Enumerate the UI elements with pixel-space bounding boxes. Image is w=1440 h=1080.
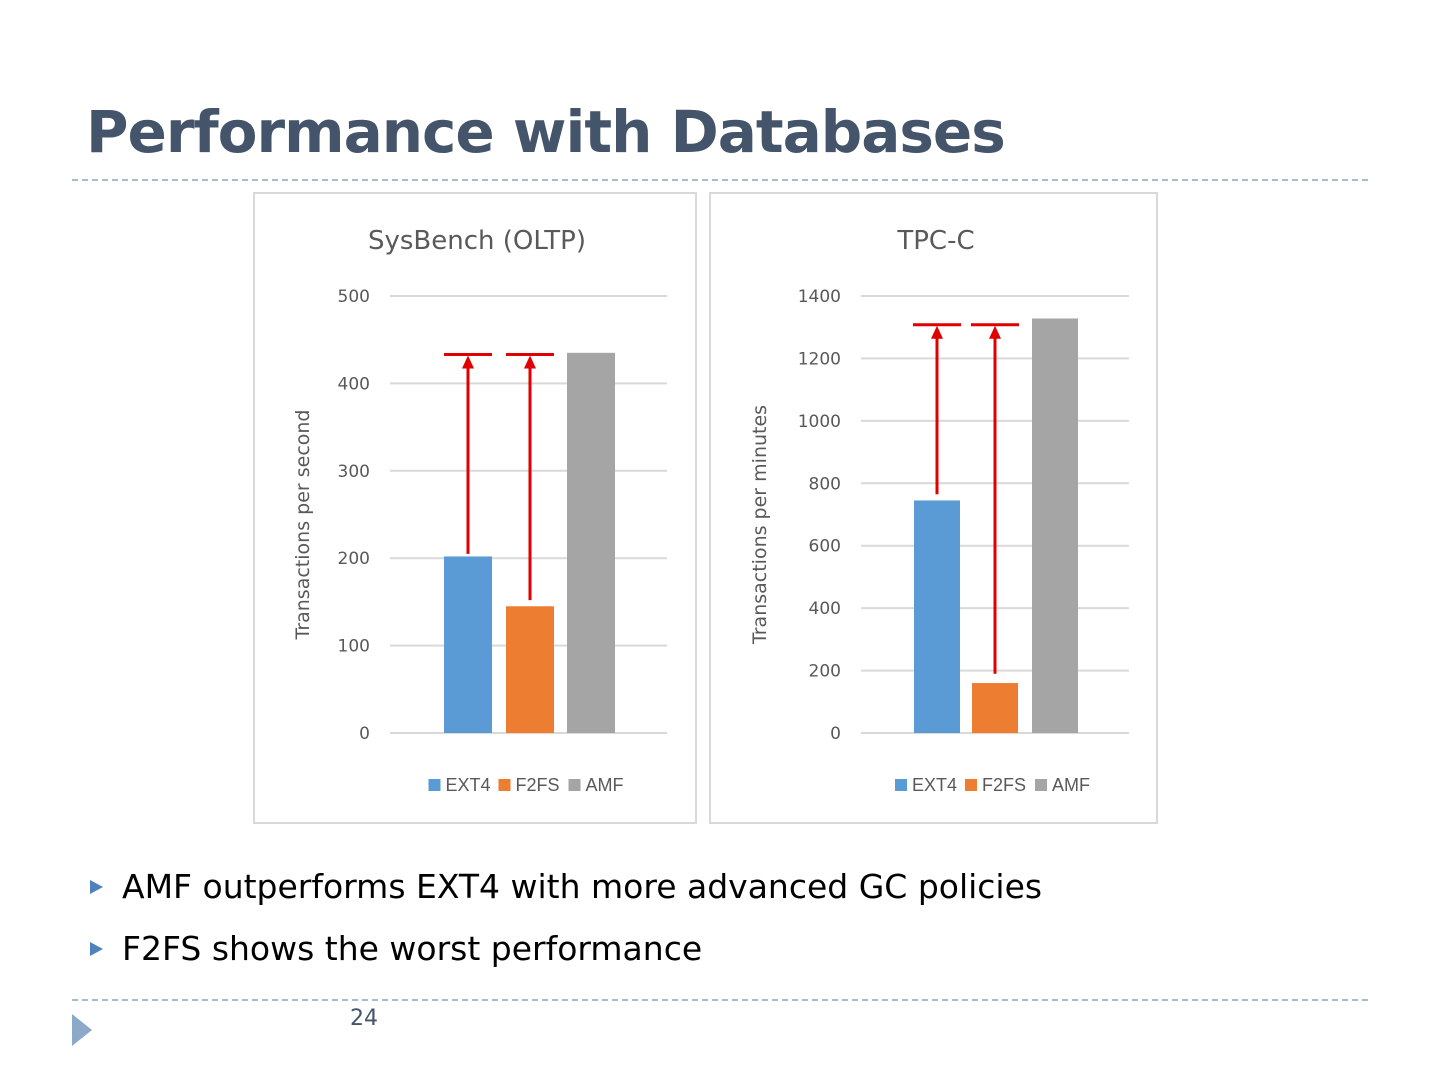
legend-swatch bbox=[568, 779, 581, 791]
legend-label: F2FS bbox=[516, 775, 560, 795]
y-tick-label: 0 bbox=[830, 724, 841, 744]
y-axis-label: Transactions per minutes bbox=[749, 405, 771, 645]
bullet-text: AMF outperforms EXT4 with more advanced … bbox=[122, 867, 1043, 906]
bullet-list: AMF outperforms EXT4 with more advanced … bbox=[88, 862, 1042, 986]
footer-divider bbox=[72, 999, 1368, 1001]
improvement-arrow-head bbox=[524, 355, 536, 369]
chart-legend: EXT4 F2FS AMF bbox=[428, 775, 624, 795]
y-tick-label: 400 bbox=[338, 374, 370, 394]
y-tick-label: 0 bbox=[359, 724, 370, 744]
bar-ext4 bbox=[444, 556, 492, 733]
y-tick-label: 1400 bbox=[798, 287, 841, 307]
title-divider bbox=[72, 179, 1368, 181]
y-tick-label: 600 bbox=[809, 537, 841, 557]
bullet-triangle-icon bbox=[90, 880, 103, 894]
legend-label: F2FS bbox=[982, 775, 1026, 795]
legend-label: AMF bbox=[586, 775, 624, 795]
chart-legend: EXT4 F2FS AMF bbox=[895, 775, 1090, 795]
chart-title: SysBench (OLTP) bbox=[368, 226, 586, 256]
bullet-item: F2FS shows the worst performance bbox=[88, 924, 1042, 986]
bullet-item: AMF outperforms EXT4 with more advanced … bbox=[88, 862, 1042, 924]
slide-title: Performance with Databases bbox=[86, 98, 1006, 166]
improvement-arrow-head bbox=[462, 355, 474, 369]
bar-ext4 bbox=[914, 500, 960, 733]
bar-amf bbox=[567, 352, 615, 733]
legend-swatch bbox=[498, 779, 511, 791]
legend-label: EXT4 bbox=[912, 775, 957, 795]
nav-triangle-icon bbox=[72, 1014, 92, 1046]
y-tick-label: 400 bbox=[809, 599, 841, 619]
sysbench-chart: SysBench (OLTP) 0 100 200 300 400 500 Transacti… bbox=[253, 192, 697, 824]
legend-swatch bbox=[895, 779, 907, 791]
bar-f2fs bbox=[506, 606, 554, 733]
chart-svg: SysBench (OLTP) 0 100 200 300 400 500 Transacti… bbox=[292, 226, 667, 795]
y-tick-label: 1200 bbox=[798, 349, 841, 369]
y-tick-label: 800 bbox=[809, 474, 841, 494]
improvement-arrow-head bbox=[931, 325, 943, 339]
improvement-arrow-head bbox=[989, 325, 1001, 339]
y-tick-label: 200 bbox=[338, 549, 370, 569]
legend-label: AMF bbox=[1052, 775, 1090, 795]
legend-swatch bbox=[1035, 779, 1047, 791]
chart-title: TPC-C bbox=[896, 226, 974, 256]
legend-swatch bbox=[965, 779, 977, 791]
bullet-text: F2FS shows the worst performance bbox=[122, 929, 703, 968]
bar-amf bbox=[1032, 318, 1078, 733]
bar-f2fs bbox=[972, 683, 1018, 733]
y-tick-label: 100 bbox=[338, 637, 370, 657]
legend-label: EXT4 bbox=[446, 775, 491, 795]
y-tick-label: 1000 bbox=[798, 412, 841, 432]
y-tick-label: 300 bbox=[338, 462, 370, 482]
y-axis-label: Transactions per second bbox=[292, 410, 314, 641]
page-number: 24 bbox=[350, 1006, 378, 1031]
tpcc-chart: TPC-C 0 200 400 600 800 1000 1200 1400 Transactio… bbox=[709, 192, 1158, 824]
legend-swatch bbox=[428, 779, 441, 791]
bullet-triangle-icon bbox=[90, 942, 103, 956]
y-tick-label: 500 bbox=[338, 287, 370, 307]
y-tick-label: 200 bbox=[809, 662, 841, 682]
chart-svg: TPC-C 0 200 400 600 800 1000 1200 1400 Transactio… bbox=[749, 226, 1129, 795]
